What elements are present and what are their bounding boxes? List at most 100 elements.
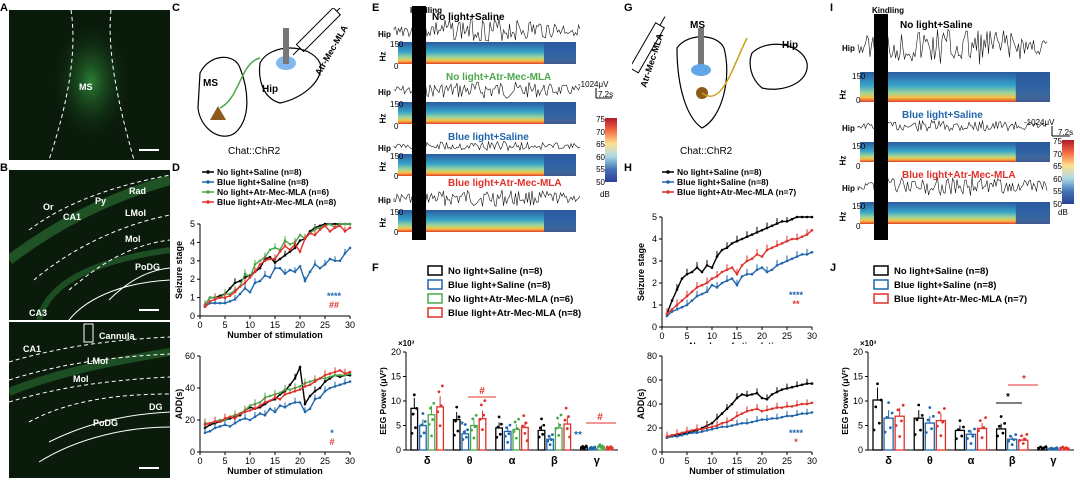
y-tick-label: 0 (190, 447, 195, 457)
data-point (313, 389, 317, 393)
cbar-tick: 70 (1053, 149, 1062, 159)
data-point (223, 423, 227, 427)
bar (554, 427, 563, 451)
data-point (680, 305, 684, 309)
data-point (303, 279, 307, 283)
data-point (293, 270, 297, 274)
data-point (313, 397, 317, 401)
data-point (735, 423, 739, 426)
data-point (720, 270, 724, 274)
data-point (333, 373, 337, 377)
label-mouse-line: Chat::ChR2 (228, 146, 281, 157)
y-axis-label: Seizure stage (174, 241, 184, 299)
chart-f-eeg-power: 0 5 10 15 20×10³ EEG Power (μV²) δ θ α β γ No light… (378, 265, 618, 467)
data-point (481, 428, 484, 432)
freq-0: 0 (856, 162, 861, 171)
data-point (675, 303, 679, 307)
data-point (675, 308, 679, 311)
data-point (760, 228, 764, 232)
data-point (338, 373, 342, 377)
label-rad: Rad (129, 186, 147, 196)
label-ca3: CA3 (29, 308, 48, 318)
data-point (461, 438, 465, 441)
data-point (775, 264, 779, 267)
data-point (780, 220, 784, 223)
cbar-tick: 70 (596, 127, 605, 137)
data-point (288, 248, 292, 252)
data-point (785, 414, 789, 418)
data-point (598, 443, 602, 447)
data-point (233, 417, 237, 420)
data-point (775, 244, 779, 247)
data-point (750, 233, 754, 236)
category-label: γ (1050, 455, 1057, 467)
data-point (420, 423, 424, 427)
x-tick-label: 15 (270, 456, 280, 466)
data-point (800, 412, 804, 415)
hz-label: Hz (378, 161, 388, 172)
data-point (924, 431, 928, 434)
significance-mark: * (1022, 374, 1026, 385)
legend-label: No light+Atr-Mec-MLA (n=6) (217, 187, 329, 197)
data-point (213, 420, 217, 423)
freq-0: 0 (856, 222, 861, 231)
data-point (218, 296, 222, 299)
syringe-icon (292, 8, 345, 56)
data-point (1039, 445, 1042, 449)
label-mouse-line: Chat::ChR2 (680, 146, 733, 157)
spectrogram-tail (543, 154, 576, 176)
data-point (805, 253, 809, 256)
data-point (513, 420, 517, 424)
freq-150: 150 (390, 152, 404, 161)
y-tick-label: 0 (396, 445, 401, 455)
data-point (898, 435, 902, 438)
data-point (710, 421, 714, 425)
data-point (268, 255, 272, 259)
data-point (218, 301, 222, 305)
data-point (483, 399, 487, 403)
data-point (466, 428, 469, 432)
data-point (512, 430, 516, 433)
data-point (755, 268, 759, 272)
data-point (470, 428, 473, 432)
panel-label-e: E (372, 2, 380, 14)
data-point (775, 406, 779, 409)
data-point (263, 259, 267, 263)
data-point (328, 222, 332, 226)
x-tick-label: 5 (222, 320, 227, 330)
category-label: α (509, 455, 516, 467)
data-point (735, 272, 739, 276)
data-point (348, 226, 352, 229)
data-point (750, 408, 754, 412)
data-point (504, 434, 507, 438)
data-point (268, 399, 272, 403)
data-point (496, 425, 500, 429)
data-point (228, 425, 232, 428)
data-point (913, 433, 917, 436)
category-label: β (551, 455, 558, 467)
data-point (288, 402, 292, 406)
y-tick-label: 0 (652, 447, 657, 457)
micrograph-a: MS (9, 10, 170, 160)
data-point (770, 224, 774, 228)
data-point (1001, 431, 1005, 435)
data-point (874, 405, 878, 409)
data-point (790, 405, 794, 408)
y-tick-label: 5 (652, 212, 657, 222)
schematic-c: MS Hip Atr-Mec-MLA Chat::ChR2 (197, 8, 350, 157)
y-tick-label: 10 (853, 396, 863, 406)
label-ca1: CA1 (63, 212, 82, 222)
data-point (1012, 438, 1016, 442)
data-point (419, 434, 422, 438)
data-point (876, 382, 879, 386)
data-point (690, 290, 694, 294)
data-point (973, 427, 976, 431)
bar (924, 422, 935, 451)
data-point (508, 423, 512, 427)
legend-label: Blue light+Atr-Mec-MLA (n=8) (217, 197, 336, 207)
data-point (1025, 433, 1029, 436)
hz-label: Hz (838, 155, 848, 166)
hip-label: Hip (842, 44, 855, 53)
data-point (695, 266, 699, 269)
data-point (517, 417, 520, 421)
